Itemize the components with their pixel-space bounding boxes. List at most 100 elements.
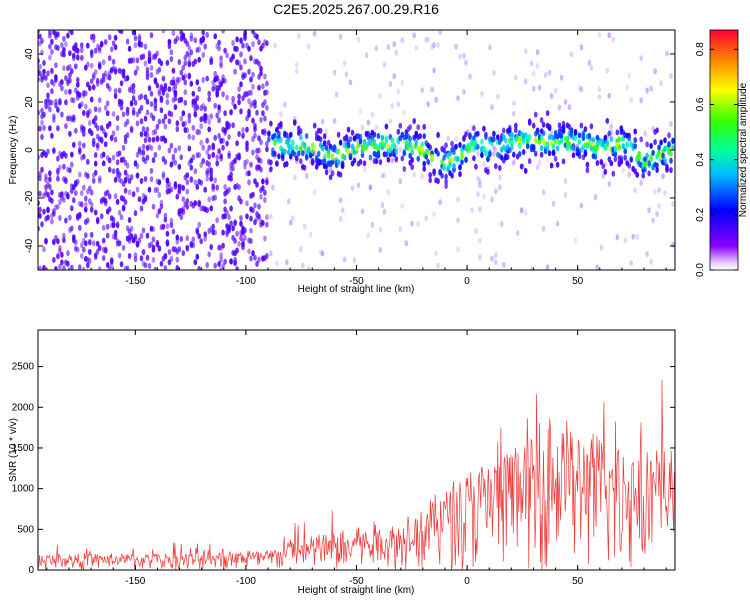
heatmap-cell: [402, 109, 407, 116]
heatmap-cell: [80, 54, 84, 61]
heatmap-cell: [133, 160, 138, 167]
heatmap-cell: [217, 148, 221, 155]
heatmap-cell: [107, 120, 112, 127]
heatmap-cell: [80, 101, 84, 108]
heatmap-cell: [80, 47, 84, 54]
heatmap-cell: [107, 206, 112, 213]
heatmap-cell: [523, 209, 528, 216]
heatmap-cell: [103, 247, 108, 254]
heatmap-cell: [199, 162, 203, 168]
heatmap-cell: [356, 142, 361, 149]
heatmap-cell: [97, 106, 102, 113]
heatmap-cell: [103, 39, 108, 45]
heatmap-cell: [253, 132, 257, 139]
heatmap-cell: [299, 128, 303, 135]
heatmap-cell: [105, 100, 110, 107]
heatmap-cell: [119, 261, 124, 268]
heatmap-cell: [187, 117, 192, 124]
heatmap-cell: [143, 43, 148, 50]
heatmap-cell: [436, 178, 440, 185]
heatmap-cell: [432, 42, 436, 48]
heatmap-cell: [169, 49, 174, 56]
heatmap-cell: [410, 157, 415, 163]
heatmap-cell: [633, 143, 637, 150]
heatmap-cell: [161, 118, 166, 125]
heatmap-cell: [382, 61, 387, 68]
heatmap-cell: [135, 172, 140, 179]
heatmap-cell: [88, 108, 92, 115]
heatmap-cell: [267, 130, 271, 137]
heatmap-cell: [145, 66, 150, 73]
heatmap-cell: [641, 172, 645, 179]
heatmap-cell: [605, 139, 610, 146]
heatmap-cell: [86, 42, 90, 49]
heatmap-cell: [623, 148, 627, 155]
heatmap-cell: [131, 83, 136, 89]
heatmap-cell: [629, 260, 633, 267]
heatmap-cell: [171, 30, 176, 36]
heatmap-cell: [50, 88, 54, 95]
heatmap-cell: [167, 38, 172, 45]
heatmap-cell: [665, 166, 669, 173]
snr-y-tick-label: 2000: [12, 402, 35, 413]
heatmap-cell: [599, 244, 604, 251]
heatmap-cell: [203, 105, 207, 112]
heatmap-cell: [446, 135, 450, 142]
heatmap-cell: [629, 156, 633, 163]
heatmap-cell: [183, 99, 188, 106]
heatmap-cell: [265, 146, 269, 153]
heatmap-cell: [621, 135, 625, 142]
heatmap-cell: [219, 60, 223, 67]
heatmap-cell: [145, 74, 150, 81]
heatmap-cell: [492, 69, 496, 76]
heatmap-cell: [396, 88, 401, 95]
heatmap-cell: [62, 196, 66, 203]
heatmap-cell: [135, 120, 140, 127]
heatmap-cell: [476, 191, 480, 198]
heatmap-cell: [113, 193, 118, 200]
heatmap-cell: [293, 174, 297, 181]
heatmap-cell: [647, 160, 651, 167]
heatmap-cell: [474, 140, 478, 146]
heatmap-cell: [436, 150, 440, 157]
heatmap-cell: [573, 134, 578, 141]
heatmap-cell: [293, 151, 297, 158]
heatmap-cell: [217, 39, 221, 46]
heatmap-cell: [113, 93, 118, 99]
heatmap-cell: [394, 49, 399, 56]
heatmap-cell: [368, 154, 373, 161]
heatmap-cell: [195, 226, 200, 233]
heatmap-cell: [44, 75, 48, 81]
heatmap-cell: [364, 52, 369, 59]
heatmap-cell: [285, 259, 289, 266]
heatmap-cell: [191, 154, 196, 161]
heatmap-cell: [665, 50, 669, 57]
heatmap-cell: [189, 35, 194, 42]
heatmap-cell: [225, 52, 229, 59]
heatmap-cell: [38, 63, 42, 70]
heatmap-cell: [384, 151, 389, 158]
heatmap-cell: [78, 92, 82, 98]
heatmap-cell: [70, 68, 74, 75]
heatmap-cell: [336, 148, 341, 155]
heatmap-cell: [645, 141, 649, 148]
heatmap-cell: [145, 154, 150, 161]
heatmap-cell: [169, 111, 174, 118]
heatmap-cell: [127, 217, 132, 223]
heatmap-cell: [611, 170, 616, 177]
heatmap-cell: [237, 60, 241, 67]
heatmap-cell: [54, 204, 58, 211]
heatmap-cell: [432, 211, 436, 217]
heatmap-cell: [571, 152, 576, 159]
heatmap-cell: [207, 118, 211, 125]
heatmap-cell: [143, 262, 148, 269]
heatmap-cell: [42, 111, 46, 118]
heatmap-cell: [133, 99, 138, 106]
heatmap-cell: [448, 150, 452, 157]
heatmap-cell: [56, 175, 60, 182]
heatmap-cell: [380, 202, 385, 208]
heatmap-cell: [577, 132, 582, 139]
heatmap-cell: [233, 256, 237, 263]
heatmap-cell: [671, 144, 675, 151]
heatmap-cell: [245, 126, 249, 133]
